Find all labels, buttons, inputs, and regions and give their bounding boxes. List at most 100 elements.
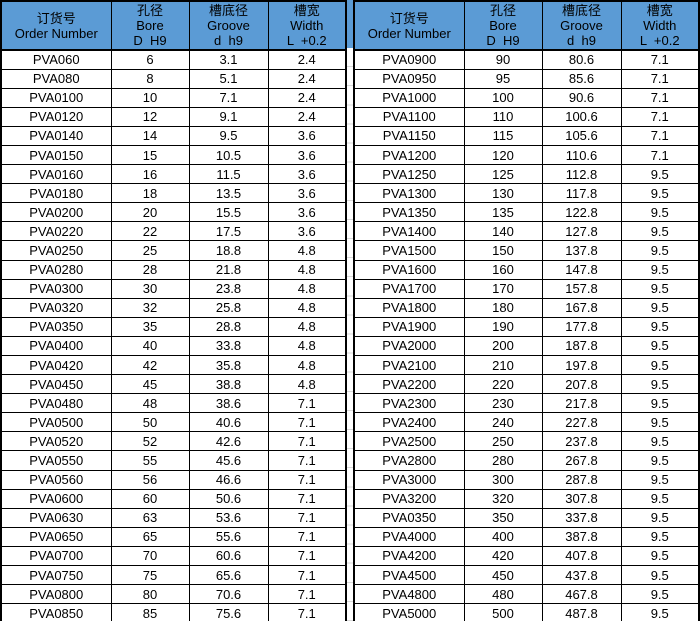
width-cell: 9.5 [620, 584, 700, 605]
header-row: 订货号 Order Number 孔径 Bore D H9 槽底径 Groove… [353, 0, 700, 51]
bore-cell: 30 [110, 278, 190, 299]
order-number-cell: PVA2800 [353, 450, 465, 471]
table-row: PVA0400 40 33.8 4.8 [0, 335, 347, 357]
groove-cell: 10.5 [188, 144, 269, 166]
table-row: PVA1000 100 90.6 7.1 [353, 87, 700, 108]
header-width-zh: 槽宽 [293, 3, 320, 18]
order-number-cell: PVA0450 [0, 374, 112, 395]
groove-cell: 65.6 [188, 565, 269, 586]
table-row: PVA0180 18 13.5 3.6 [0, 183, 347, 204]
bore-cell: 95 [463, 68, 543, 89]
groove-cell: 85.6 [541, 68, 622, 89]
order-number-cell: PVA1400 [353, 221, 465, 242]
order-number-cell: PVA0400 [0, 335, 112, 357]
header-order-zh: 订货号 [389, 10, 429, 26]
groove-cell: 307.8 [541, 488, 622, 509]
table-row: PVA2300 230 217.8 9.5 [353, 393, 700, 414]
width-cell: 9.5 [620, 412, 700, 433]
order-number-cell: PVA0350 [353, 507, 465, 528]
width-cell: 9.5 [620, 565, 700, 586]
header-groove-en: Groove [560, 18, 603, 33]
order-number-cell: PVA1500 [353, 240, 465, 261]
width-cell: 7.1 [267, 545, 347, 567]
order-number-cell: PVA1800 [353, 297, 465, 318]
order-number-cell: PVA4200 [353, 545, 465, 567]
groove-cell: 467.8 [541, 584, 622, 605]
header-order-en: Order Number [14, 25, 98, 41]
table-row: PVA2200 220 207.8 9.5 [353, 374, 700, 395]
width-cell: 7.1 [267, 507, 347, 528]
order-number-cell: PVA0750 [0, 565, 112, 586]
groove-cell: 437.8 [541, 565, 622, 586]
order-number-cell: PVA1700 [353, 278, 465, 299]
table-row: PVA0800 80 70.6 7.1 [0, 584, 347, 605]
order-number-cell: PVA2500 [353, 431, 465, 452]
groove-cell: 127.8 [541, 221, 622, 242]
table-row: PVA2800 280 267.8 9.5 [353, 450, 700, 471]
order-number-cell: PVA0560 [0, 469, 112, 490]
bore-cell: 80 [110, 584, 190, 605]
order-number-cell: PVA0320 [0, 297, 112, 318]
order-number-cell: PVA0420 [0, 354, 112, 376]
table-row: PVA0480 48 38.6 7.1 [0, 393, 347, 414]
header-groove-spec: d h9 [567, 33, 596, 48]
groove-cell: 217.8 [541, 393, 622, 414]
order-number-cell: PVA2300 [353, 393, 465, 414]
table-row: PVA1200 120 110.6 7.1 [353, 144, 700, 166]
bore-cell: 240 [463, 412, 543, 433]
bore-cell: 230 [463, 393, 543, 414]
table-row: PVA1800 180 167.8 9.5 [353, 297, 700, 318]
header-order-en: Order Number [367, 25, 451, 41]
table-row: PVA0140 14 9.5 3.6 [0, 125, 347, 146]
order-number-cell: PVA0150 [0, 144, 112, 166]
table-row: PVA0160 16 11.5 3.6 [0, 164, 347, 185]
width-cell: 9.5 [620, 183, 700, 204]
order-number-cell: PVA0280 [0, 259, 112, 280]
table-row: PVA1600 160 147.8 9.5 [353, 259, 700, 280]
bore-cell: 300 [463, 469, 543, 490]
width-cell: 4.8 [267, 259, 347, 280]
table-row: PVA060 6 3.1 2.4 [0, 49, 347, 70]
table-row: PVA2000 200 187.8 9.5 [353, 335, 700, 357]
groove-cell: 35.8 [188, 354, 269, 376]
table-row: PVA4000 400 387.8 9.5 [353, 526, 700, 547]
width-cell: 7.1 [267, 450, 347, 471]
bore-cell: 200 [463, 335, 543, 357]
table-row: PVA4800 480 467.8 9.5 [353, 584, 700, 605]
bore-cell: 450 [463, 565, 543, 586]
groove-cell: 100.6 [541, 106, 622, 127]
header-width: 槽宽 Width L +0.2 [267, 0, 347, 51]
bore-cell: 6 [110, 49, 190, 70]
table-row: PVA0450 45 38.8 4.8 [0, 374, 347, 395]
table-row: PVA5000 500 487.8 9.5 [353, 603, 700, 621]
order-number-cell: PVA1250 [353, 164, 465, 185]
table-row: PVA0150 15 10.5 3.6 [0, 144, 347, 166]
groove-cell: 45.6 [188, 450, 269, 471]
width-cell: 9.5 [620, 488, 700, 509]
header-groove: 槽底径 Groove d h9 [188, 0, 269, 51]
order-number-cell: PVA4800 [353, 584, 465, 605]
table-row: PVA0300 30 23.8 4.8 [0, 278, 347, 299]
table-row: PVA0950 95 85.6 7.1 [353, 68, 700, 89]
groove-cell: 197.8 [541, 354, 622, 376]
groove-cell: 110.6 [541, 144, 622, 166]
bore-cell: 65 [110, 526, 190, 547]
bore-cell: 180 [463, 297, 543, 318]
bore-cell: 480 [463, 584, 543, 605]
groove-cell: 487.8 [541, 603, 622, 621]
width-cell: 9.5 [620, 545, 700, 567]
groove-cell: 112.8 [541, 164, 622, 185]
order-number-cell: PVA0480 [0, 393, 112, 414]
order-number-cell: PVA4000 [353, 526, 465, 547]
table-row: PVA0320 32 25.8 4.8 [0, 297, 347, 318]
table-row: PVA1500 150 137.8 9.5 [353, 240, 700, 261]
table-row: PVA080 8 5.1 2.4 [0, 68, 347, 89]
table-row: PVA1100 110 100.6 7.1 [353, 106, 700, 127]
bore-cell: 220 [463, 374, 543, 395]
table-row: PVA0630 63 53.6 7.1 [0, 507, 347, 528]
bore-cell: 110 [463, 106, 543, 127]
groove-cell: 23.8 [188, 278, 269, 299]
bore-cell: 20 [110, 202, 190, 223]
width-cell: 9.5 [620, 240, 700, 261]
bore-cell: 350 [463, 507, 543, 528]
